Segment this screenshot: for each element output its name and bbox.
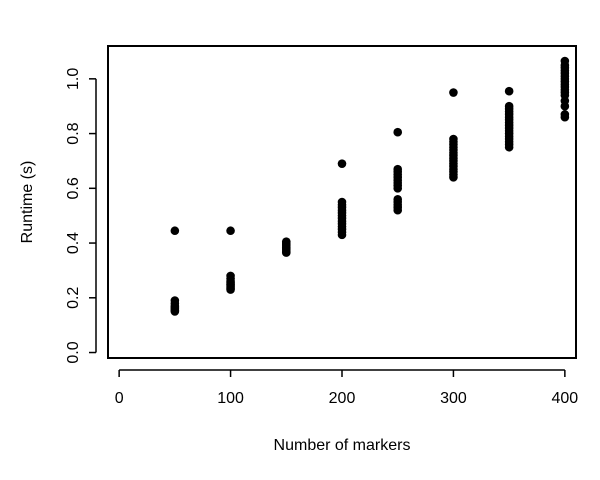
y-axis: 0.0 0.2 0.4 0.6 0.8 1.0: [65, 68, 97, 364]
data-point: [560, 112, 570, 122]
data-point: [337, 159, 347, 168]
data-point: [393, 127, 403, 137]
data-point: [504, 86, 514, 96]
x-tick-label: 0: [115, 390, 124, 407]
x-tick-label: 300: [440, 390, 467, 407]
data-point: [226, 285, 235, 294]
x-tick-label: 400: [552, 390, 579, 407]
data-point: [449, 88, 458, 97]
y-tick-label: 0.4: [65, 232, 82, 254]
y-tick-label: 0.6: [65, 177, 82, 199]
y-tick-label: 1.0: [65, 68, 82, 90]
data-point: [170, 307, 180, 316]
data-point: [504, 142, 514, 152]
data-point: [281, 248, 291, 257]
data-point: [449, 173, 458, 182]
data-point: [226, 226, 235, 236]
data-point: [393, 205, 403, 215]
data-point: [337, 230, 347, 240]
x-tick-label: 100: [217, 390, 244, 407]
data-point: [560, 101, 570, 111]
x-axis: 0 100 200 300 400: [115, 369, 579, 407]
data-point: [393, 184, 403, 193]
y-tick-label: 0.0: [65, 341, 82, 363]
data-point: [170, 226, 180, 236]
y-axis-title: Runtime (s): [19, 161, 36, 244]
y-tick-label: 0.2: [65, 287, 82, 309]
data-points: [170, 56, 570, 316]
y-tick-label: 0.8: [65, 122, 82, 144]
plot-frame: [107, 45, 577, 359]
x-axis-title: Number of markers: [274, 437, 411, 454]
x-tick-label: 200: [329, 390, 356, 407]
